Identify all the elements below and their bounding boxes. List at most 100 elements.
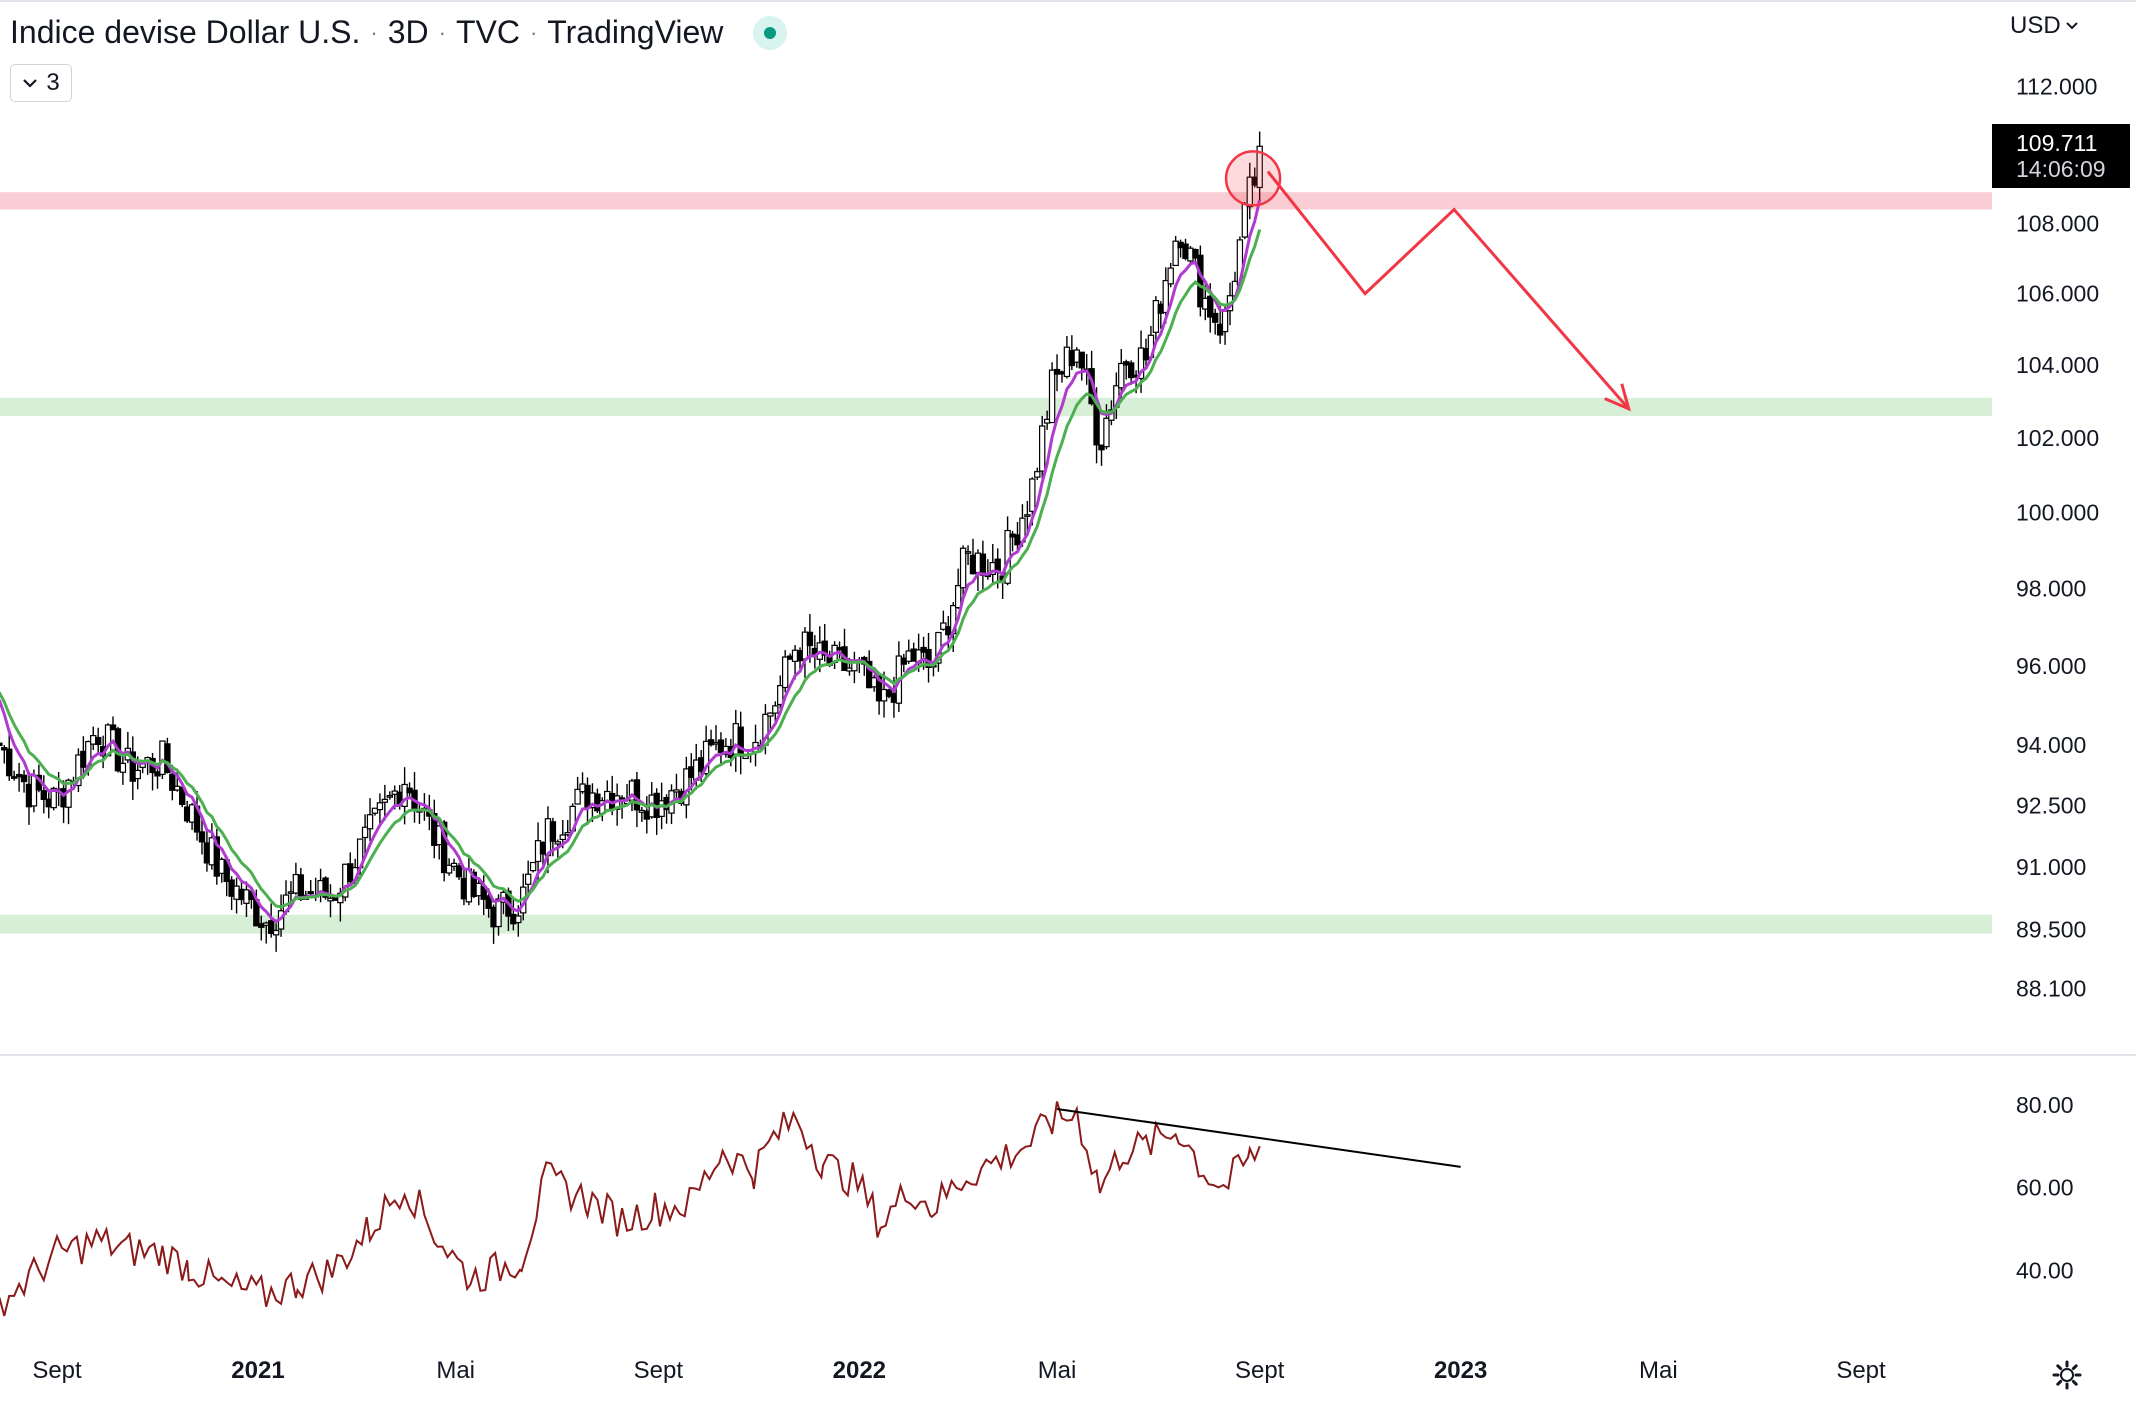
candle[interactable] xyxy=(925,632,932,683)
candle[interactable] xyxy=(366,798,374,842)
rsi-tick-label: 60.00 xyxy=(2016,1175,2074,1201)
candle[interactable] xyxy=(267,903,275,938)
annotations-layer xyxy=(1224,150,1631,412)
candle[interactable] xyxy=(1078,351,1085,381)
time-axis-layer: Sept 2021 Mai Sept 2022 Mai Sept 2023 Mai Sept xyxy=(32,1357,1886,1384)
candle[interactable] xyxy=(1192,248,1199,262)
candle[interactable] xyxy=(529,861,537,873)
projection-path[interactable] xyxy=(1266,170,1630,410)
symbol-name[interactable]: Indice devise Dollar U.S. xyxy=(10,14,361,50)
candle[interactable] xyxy=(381,784,389,821)
price-tick-label: 106.000 xyxy=(2016,281,2099,307)
time-tick-label: Sept xyxy=(1836,1357,1886,1384)
candle[interactable] xyxy=(198,815,206,855)
price-tick-label: 92.500 xyxy=(2016,792,2086,818)
bar-countdown: 14:06:09 xyxy=(2016,156,2106,182)
candle[interactable] xyxy=(1246,162,1253,220)
time-tick-label: 2023 xyxy=(1434,1357,1487,1384)
candle[interactable] xyxy=(959,545,967,598)
candle[interactable] xyxy=(737,711,744,775)
candle[interactable] xyxy=(781,650,789,693)
candle[interactable] xyxy=(179,785,186,808)
currency-selector[interactable]: USD xyxy=(2010,12,2079,40)
gear-icon[interactable] xyxy=(2052,1360,2082,1390)
candle[interactable] xyxy=(10,770,18,781)
last-price-value: 109.711 xyxy=(2016,130,2098,156)
candle[interactable] xyxy=(450,858,458,871)
candle[interactable] xyxy=(272,923,280,952)
candle[interactable] xyxy=(851,651,858,684)
indicators-collapse-button[interactable]: 3 xyxy=(10,64,72,102)
price-tick-label: 104.000 xyxy=(2016,352,2099,378)
support-zone[interactable] xyxy=(0,914,1992,934)
candle[interactable] xyxy=(554,839,562,860)
candle[interactable] xyxy=(1241,201,1249,240)
candle[interactable] xyxy=(376,793,384,824)
candle[interactable] xyxy=(683,756,690,819)
candle[interactable] xyxy=(40,775,48,814)
candle[interactable] xyxy=(119,755,127,785)
price-tick-label: 89.500 xyxy=(2016,916,2086,942)
support-zone[interactable] xyxy=(0,397,1992,417)
candle[interactable] xyxy=(361,814,369,856)
candle[interactable] xyxy=(1024,500,1031,534)
candle[interactable] xyxy=(1211,308,1219,335)
time-tick-label: Sept xyxy=(634,1357,684,1384)
candle[interactable] xyxy=(20,770,28,793)
candle[interactable] xyxy=(1256,131,1263,206)
candle[interactable] xyxy=(1048,362,1056,424)
resistance-zone[interactable] xyxy=(0,192,1992,210)
candle[interactable] xyxy=(455,863,463,880)
candle[interactable] xyxy=(964,545,972,565)
ema-fast-line[interactable] xyxy=(0,199,1262,924)
candle[interactable] xyxy=(1152,296,1160,342)
candle[interactable] xyxy=(0,735,3,748)
candle[interactable] xyxy=(109,716,117,731)
candle[interactable] xyxy=(777,675,784,709)
candle[interactable] xyxy=(1172,235,1179,267)
candle[interactable] xyxy=(75,748,82,793)
candle[interactable] xyxy=(821,624,828,662)
rsi-trendline[interactable] xyxy=(1056,1107,1461,1168)
candle[interactable] xyxy=(65,778,72,825)
candle[interactable] xyxy=(213,828,221,885)
price-tick-label: 102.000 xyxy=(2016,425,2099,451)
ema-layer xyxy=(0,199,1262,924)
last-price-label: 109.711 14:06:09 xyxy=(1992,124,2130,188)
candle[interactable] xyxy=(371,807,379,816)
candle[interactable] xyxy=(1038,415,1046,482)
price-tick-label: 96.000 xyxy=(2016,653,2086,679)
candle[interactable] xyxy=(1127,360,1135,385)
candle[interactable] xyxy=(1098,444,1105,466)
price-tick-label: 94.000 xyxy=(2016,732,2086,758)
candle[interactable] xyxy=(574,776,581,805)
rsi-tick-label: 80.00 xyxy=(2016,1092,2074,1118)
candle[interactable] xyxy=(979,540,987,593)
candle[interactable] xyxy=(386,791,393,800)
separator-dot: · xyxy=(529,19,538,45)
projection-arrowhead[interactable] xyxy=(1604,383,1631,412)
indicators-count: 3 xyxy=(46,69,60,96)
candle[interactable] xyxy=(954,568,962,609)
candle[interactable] xyxy=(1197,245,1204,317)
interval-label[interactable]: 3D xyxy=(387,14,429,50)
candle[interactable] xyxy=(164,737,171,774)
candle[interactable] xyxy=(613,783,621,826)
candle[interactable] xyxy=(6,731,13,781)
candle[interactable] xyxy=(445,858,453,876)
candle[interactable] xyxy=(1034,467,1041,480)
candle[interactable] xyxy=(129,736,136,800)
candle[interactable] xyxy=(841,628,848,671)
highlight-circle[interactable] xyxy=(1224,150,1282,207)
ema-slow-line[interactable] xyxy=(0,229,1262,909)
candle[interactable] xyxy=(1167,262,1174,288)
candle[interactable] xyxy=(411,771,418,823)
candle[interactable] xyxy=(94,727,102,756)
price-tick-label: 88.100 xyxy=(2016,976,2086,1002)
candle[interactable] xyxy=(767,712,774,731)
rsi-line[interactable] xyxy=(0,1101,1261,1317)
candle[interactable] xyxy=(772,701,779,724)
candle[interactable] xyxy=(440,820,448,882)
candle[interactable] xyxy=(524,860,532,898)
